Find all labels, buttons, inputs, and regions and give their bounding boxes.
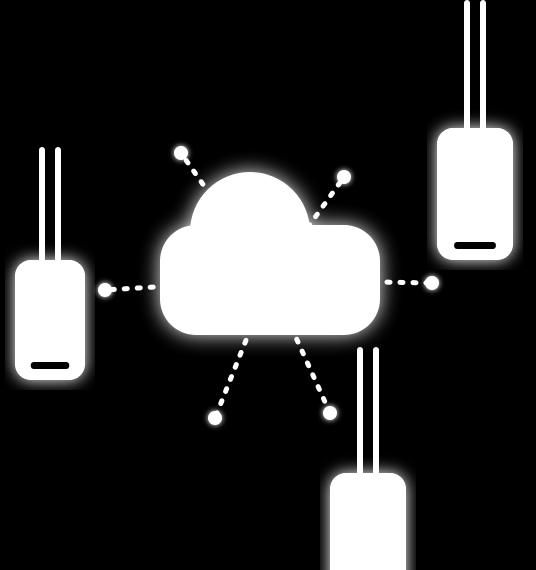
- router-node: [320, 345, 416, 570]
- router-antenna: [464, 0, 470, 136]
- router-body: [437, 128, 513, 260]
- router-slot: [31, 362, 70, 369]
- router-antenna: [55, 147, 61, 268]
- router-antenna: [373, 347, 379, 481]
- router-antenna: [480, 0, 486, 136]
- router-node: [5, 145, 95, 390]
- diagram-canvas: [0, 0, 536, 570]
- router-antenna: [357, 347, 363, 481]
- router-body: [330, 473, 406, 570]
- router-antenna: [39, 147, 45, 268]
- router-slot: [454, 242, 496, 249]
- router-node: [427, 0, 523, 270]
